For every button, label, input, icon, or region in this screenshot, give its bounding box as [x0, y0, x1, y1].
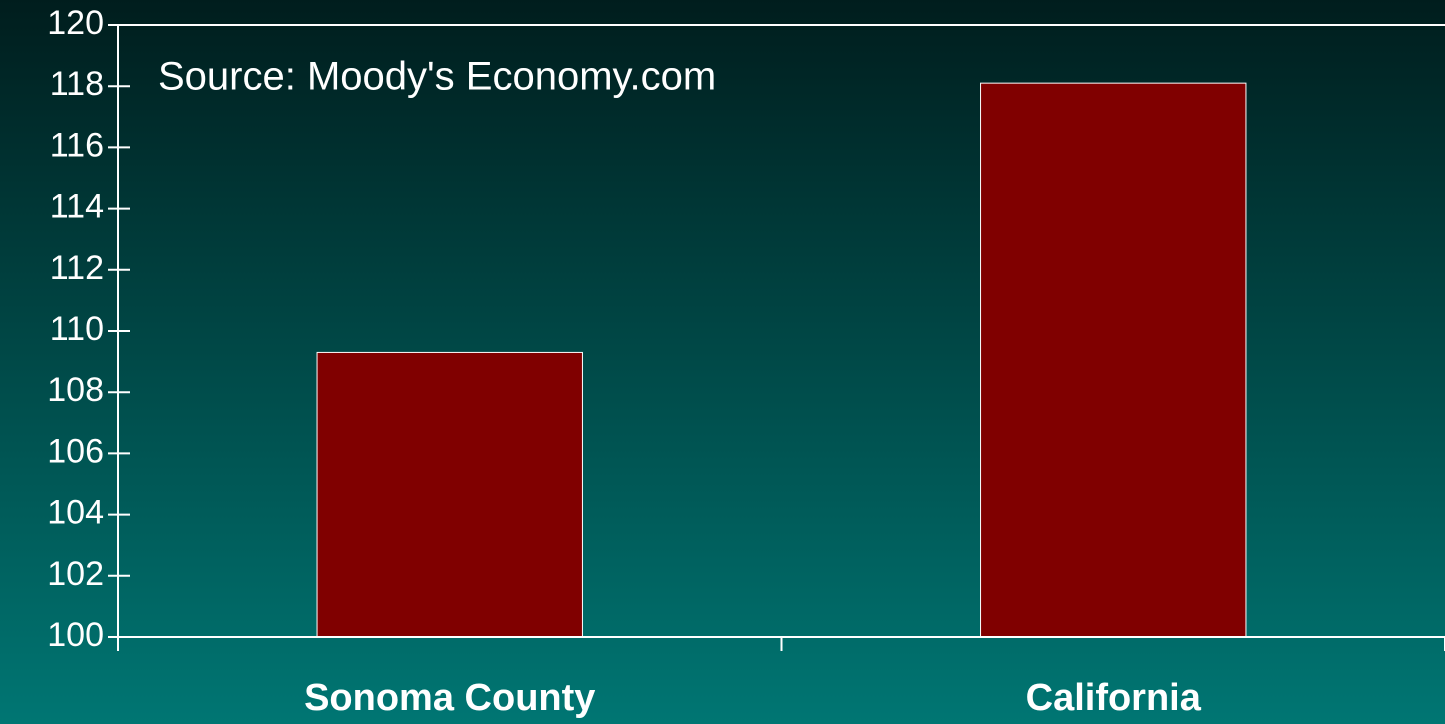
y-tick-label: 106 [47, 432, 104, 470]
y-tick-label: 120 [47, 4, 104, 42]
y-tick-label: 100 [47, 616, 104, 654]
bar [316, 351, 583, 638]
y-tick-label: 104 [47, 494, 104, 532]
y-tick-label: 108 [47, 371, 104, 409]
y-tick-label: 118 [50, 65, 104, 103]
bar [980, 82, 1247, 638]
plot: 100 102 104 106 108 110 112 114 116 118 120 Sonoma … [47, 4, 1445, 719]
y-tick-label: 102 [47, 555, 104, 593]
x-tick-label: Sonoma County [304, 677, 595, 719]
y-tick-label: 110 [50, 310, 104, 348]
y-tick-label: 114 [50, 188, 104, 226]
annotation: Source: Moody's Economy.com [158, 55, 716, 99]
y-tick-label: 112 [50, 249, 104, 287]
x-tick-label: California [1026, 677, 1202, 719]
y-tick-label: 116 [50, 126, 104, 164]
